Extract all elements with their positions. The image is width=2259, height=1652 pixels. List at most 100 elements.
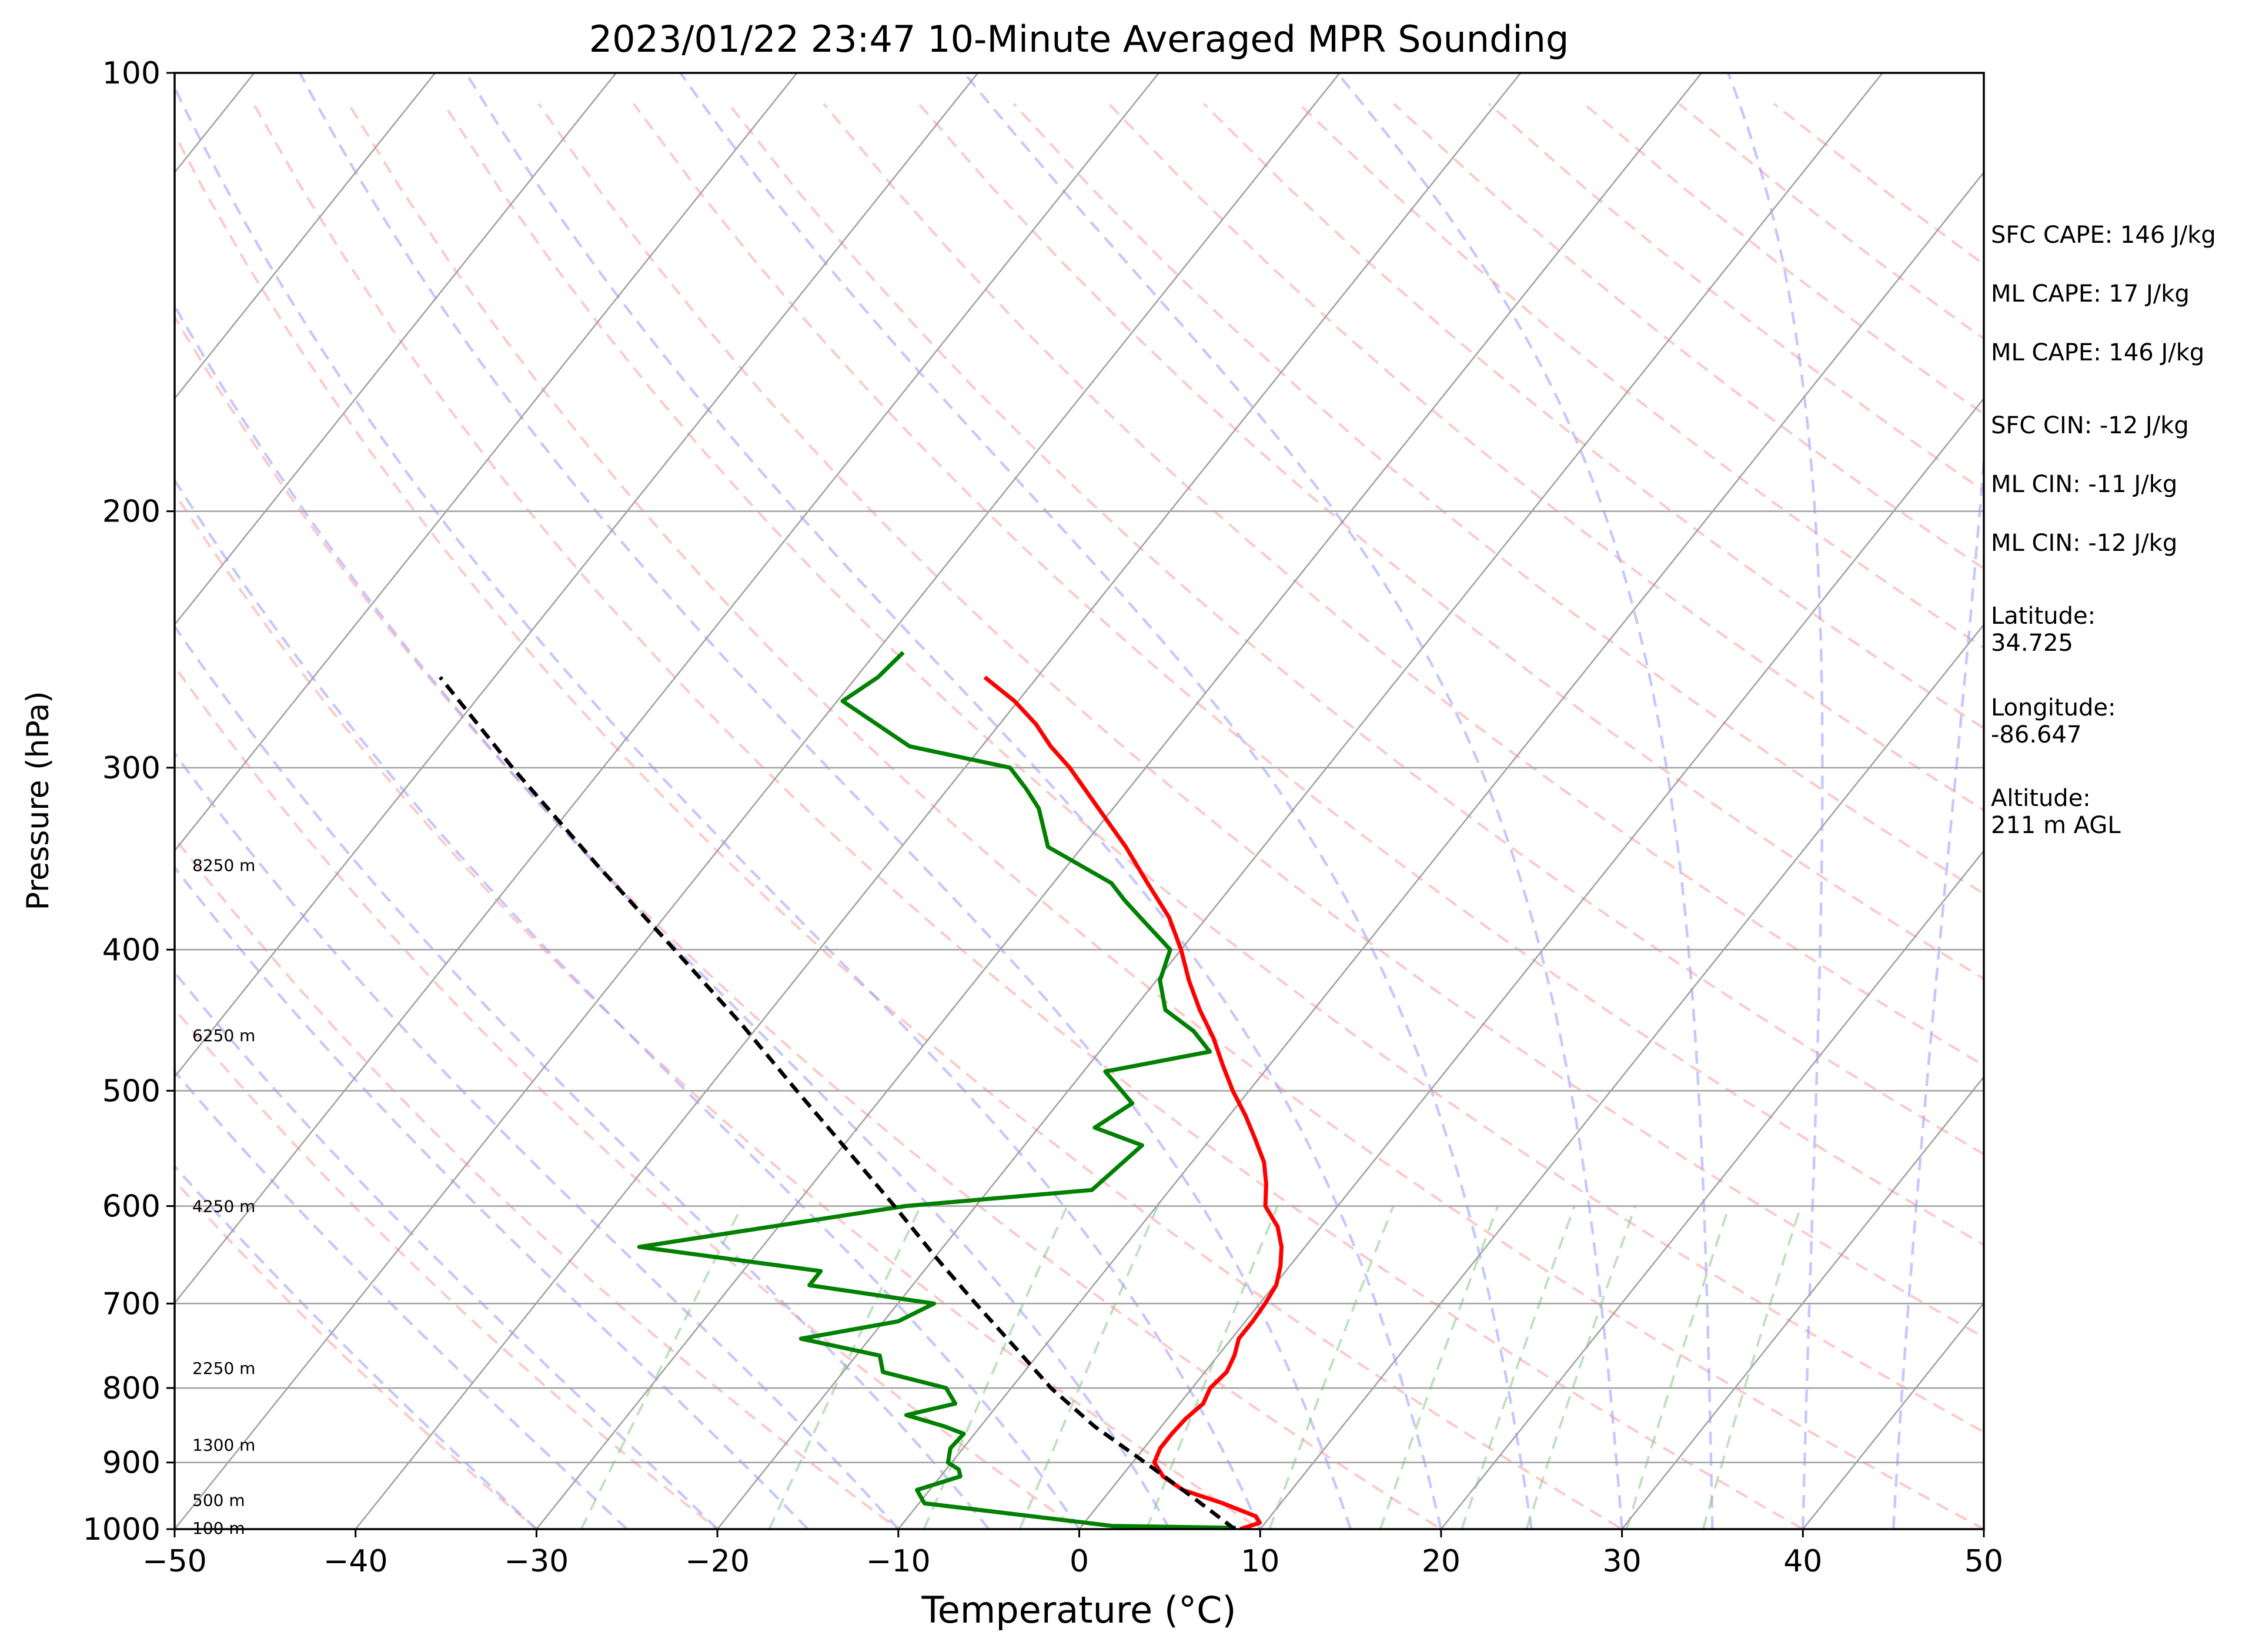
parcel-trace	[439, 675, 1237, 1529]
moist-adiabat-line	[175, 865, 809, 1529]
annotation-line: 34.725	[1991, 630, 2073, 657]
moist-adiabat-line	[175, 1164, 537, 1529]
annotation-text: ML CIN: -12 J/kg	[1991, 530, 2177, 557]
annotation-text: ML CAPE: 17 J/kg	[1991, 280, 2190, 307]
y-tick-label: 1000	[83, 1512, 161, 1547]
isotherm-line	[1259, 623, 1984, 1529]
x-tick-label: 40	[1783, 1544, 1822, 1579]
height-label: 4250 m	[192, 1196, 255, 1216]
x-tick-label: −40	[323, 1544, 388, 1579]
y-tick-label: 900	[102, 1446, 161, 1481]
dry-adiabat-line	[175, 491, 1262, 1529]
annotation-line: ML CAPE: 146 J/kg	[1991, 339, 2204, 366]
y-tick-label: 200	[102, 494, 161, 530]
dry-adiabat-line	[175, 836, 901, 1529]
moist-adiabat-line	[298, 73, 1352, 1529]
moist-adiabat-line	[175, 751, 900, 1529]
x-tick-label: 0	[1070, 1544, 1089, 1579]
annotation-text: Latitude: 34.725	[1991, 603, 2096, 657]
isotherm-line	[1621, 1075, 1984, 1529]
annotation-line: Latitude:	[1991, 603, 2096, 630]
annotation-line: Altitude:	[1991, 785, 2091, 812]
y-tick-label: 500	[102, 1074, 161, 1109]
isotherm-line	[717, 73, 1883, 1529]
moist-adiabat-line	[175, 1069, 628, 1529]
isotherm-line	[536, 73, 1702, 1529]
x-axis-label: Temperature (°C)	[921, 1589, 1236, 1631]
annotation-line: ML CIN: -12 J/kg	[1991, 530, 2177, 557]
mixing-ratio-line	[1625, 1205, 1730, 1529]
annotation-line: SFC CIN: -12 J/kg	[1991, 412, 2189, 439]
height-label: 2250 m	[192, 1359, 255, 1378]
dry-adiabat-line	[633, 103, 1984, 1246]
dry-adiabat-line	[1108, 103, 1984, 812]
annotation-text: Altitude: 211 m AGL	[1991, 785, 2121, 839]
y-tick-label: 400	[102, 932, 161, 968]
annotation-line: ML CAPE: 17 J/kg	[1991, 280, 2190, 307]
isotherm-line	[175, 73, 798, 852]
dry-adiabat-line	[442, 103, 1984, 1434]
mixing-ratio-line	[1702, 1205, 1802, 1529]
height-label: 8250 m	[192, 856, 255, 875]
x-tick-label: −50	[142, 1544, 207, 1579]
dry-adiabat-line	[727, 103, 1984, 1156]
isotherm-line	[175, 73, 1159, 1305]
annotation-line: SFC CAPE: 146 J/kg	[1991, 222, 2216, 249]
background-lines	[175, 73, 1984, 1529]
annotation-text: ML CIN: -11 J/kg	[1991, 471, 2177, 498]
y-axis-label: Pressure (hPa)	[21, 691, 56, 911]
isotherm-line	[175, 73, 617, 626]
x-tick-label: −30	[504, 1544, 569, 1579]
moist-adiabat-line	[465, 73, 1443, 1529]
height-label: 1300 m	[192, 1435, 255, 1454]
dry-adiabat-line	[175, 664, 1081, 1529]
moist-adiabat-line	[175, 970, 719, 1529]
moist-adiabat-line	[175, 624, 990, 1529]
dry-adiabat-line	[175, 1179, 539, 1529]
moist-adiabat-line	[1727, 73, 1824, 1529]
isotherm-line	[897, 171, 1984, 1529]
y-tick-label: 300	[102, 751, 161, 786]
annotation-text: SFC CIN: -12 J/kg	[1991, 412, 2189, 439]
dry-adiabat-line	[252, 103, 1806, 1529]
isotherm-line	[175, 73, 436, 400]
x-tick-label: −20	[685, 1544, 750, 1579]
y-tick-label: 700	[102, 1286, 161, 1322]
annotation-panel: SFC CAPE: 146 J/kg ML CAPE: 17 J/kg ML CAP…	[1991, 222, 2216, 839]
moist-adiabat-line	[175, 84, 1262, 1529]
annotation-text: SFC CAPE: 146 J/kg	[1991, 222, 2216, 249]
temperature-trace	[983, 675, 1284, 1529]
x-tick-label: 20	[1422, 1544, 1461, 1579]
x-tick-label: 50	[1964, 1544, 2003, 1579]
isotherm-line	[175, 73, 979, 1078]
y-tick-label: 800	[102, 1371, 161, 1406]
y-tick-label: 100	[102, 56, 161, 91]
x-tick-label: 30	[1603, 1544, 1642, 1579]
annotation-line: -86.647	[1991, 721, 2081, 748]
dry-adiabat-line	[918, 103, 1984, 981]
moist-adiabat-line	[175, 477, 1081, 1529]
height-label: 6250 m	[192, 1026, 255, 1045]
x-tick-label: 10	[1241, 1544, 1279, 1579]
annotation-text: Longitude: -86.647	[1991, 694, 2116, 748]
height-label: 500 m	[192, 1490, 245, 1510]
isotherm-line	[1440, 850, 1984, 1529]
annotation-text: ML CAPE: 146 J/kg	[1991, 339, 2204, 366]
dry-adiabat-line	[537, 103, 1984, 1339]
annotation-line: 211 m AGL	[1991, 812, 2121, 839]
annotation-line: Longitude:	[1991, 694, 2116, 721]
moist-adiabat-line	[679, 73, 1533, 1529]
sounding-traces	[439, 651, 1284, 1529]
chart-title: 2023/01/22 23:47 10-Minute Averaged MPR …	[589, 18, 1569, 61]
moist-adiabat-line	[1892, 446, 1984, 1529]
y-tick-label: 600	[102, 1189, 161, 1224]
annotation-line: ML CIN: -11 J/kg	[1991, 471, 2177, 498]
dry-adiabat-line	[347, 103, 1984, 1529]
isotherm-line	[355, 73, 1522, 1529]
dry-adiabat-line	[175, 314, 1443, 1529]
isotherm-line	[175, 73, 1341, 1529]
dewpoint-trace	[637, 651, 1236, 1529]
x-tick-label: −10	[866, 1544, 931, 1579]
